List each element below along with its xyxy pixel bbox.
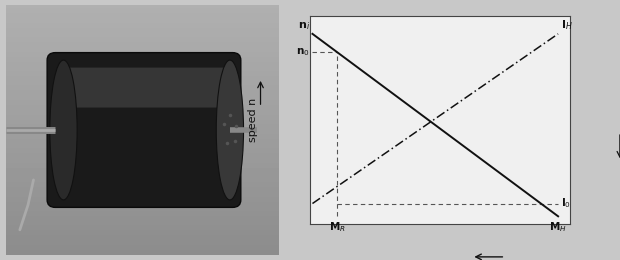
Text: $\mathbf{M}_H$: $\mathbf{M}_H$ xyxy=(549,220,567,234)
FancyBboxPatch shape xyxy=(47,53,241,207)
Text: $\mathbf{I}_0$: $\mathbf{I}_0$ xyxy=(560,197,570,210)
FancyBboxPatch shape xyxy=(58,68,227,108)
Ellipse shape xyxy=(50,60,77,200)
Ellipse shape xyxy=(216,60,244,200)
Text: speed n: speed n xyxy=(248,98,258,142)
Text: $\mathbf{n}_i$: $\mathbf{n}_i$ xyxy=(298,20,310,32)
Text: $\mathbf{I}_H$: $\mathbf{I}_H$ xyxy=(560,18,572,32)
Text: $\mathbf{M}_R$: $\mathbf{M}_R$ xyxy=(329,220,345,234)
Text: $\mathbf{n}_0$: $\mathbf{n}_0$ xyxy=(296,46,310,58)
